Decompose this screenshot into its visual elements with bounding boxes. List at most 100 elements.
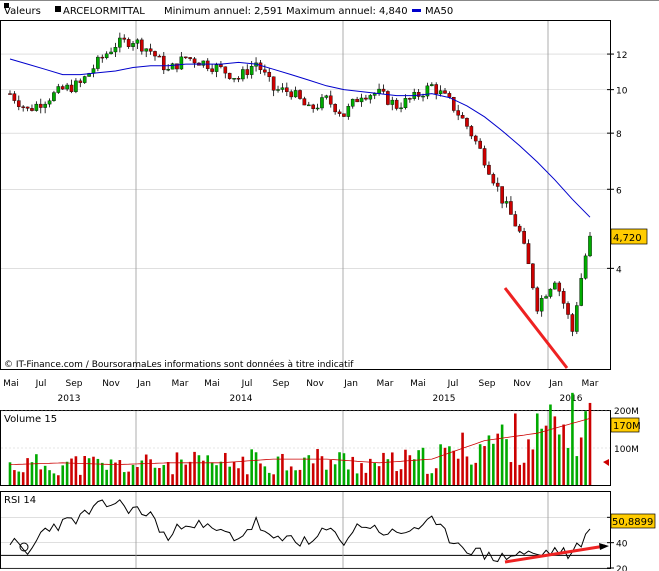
volume-bar [553,416,557,485]
candle-body [390,99,395,105]
candle-body [495,182,500,187]
candle-body [535,287,540,312]
volume-bar [21,472,25,485]
volume-bar [39,469,43,485]
volume-bar [575,456,579,485]
candle-body [346,106,351,117]
volume-bar [30,462,34,485]
volume-bar [166,462,170,485]
volume-bars [8,392,592,485]
volume-bar [241,456,245,485]
candle-body [276,89,280,91]
candle-body [333,104,337,113]
candle-body [451,97,456,111]
volume-bar [571,392,574,485]
candle-body [359,97,364,103]
volume-bar [219,461,223,485]
candle-body [219,64,223,67]
price-candles [8,32,592,337]
volume-bar [118,460,122,485]
candle-body [25,106,30,109]
candle-body [223,66,228,74]
candle-body [315,107,320,110]
candle-body [227,72,232,79]
candle-body [135,39,140,44]
price-tick-label: 4 [616,265,622,275]
candle-body [482,148,487,166]
price-tick-label: 8 [616,130,622,140]
candle-body [170,63,175,70]
candle-body [100,56,105,59]
candle-body [179,56,184,70]
candle-body [504,201,509,204]
volume-bar [74,456,78,485]
month-label: Mai [204,379,220,389]
candle-body [416,92,421,97]
candle-body [425,85,430,97]
candle-body [201,60,206,66]
month-label: Jan [136,379,151,389]
x-axis: Mai Jul Sep Nov Jan Mar Mai Jul Sep Nov Jan Mar Mai J… [3,379,599,404]
month-label: Sep [273,379,290,389]
candle-body [570,314,575,332]
candle-body [548,288,553,297]
candle-body [214,64,219,72]
candle-body [328,95,333,105]
candle-body [561,291,566,304]
month-label: Nov [306,379,324,389]
volume-bar [79,474,82,485]
candle-body [337,111,342,114]
candle-body [491,174,496,184]
volume-bar [518,464,521,485]
volume-bar [267,472,271,485]
volume-bar [566,447,570,485]
volume-title: Volume 15 [4,414,57,425]
candle-body [118,37,122,48]
price-grid [1,21,610,369]
price-tick-label: 12 [616,51,627,61]
volume-bar [70,458,73,485]
volume-bar [35,454,38,485]
volume-bar [325,469,328,485]
volume-average-line [9,418,591,466]
volume-bar [527,439,530,485]
candle-body [166,68,170,71]
volume-bar [492,443,495,485]
volume-bar [307,455,311,485]
volume-bar [544,425,548,485]
volume-bar [355,473,359,485]
volume-bar [588,402,592,485]
volume-tick-200m: 200M [614,407,639,417]
month-label: Mai [410,379,426,389]
ma-legend-label: MA50 [425,6,453,17]
month-label: Sep [66,379,83,389]
candle-body [263,69,267,73]
volume-bar [426,473,429,485]
volume-bar [140,460,144,485]
series-marker [55,6,61,12]
volume-bar [215,465,218,485]
volume-bar [562,424,565,485]
volume-bar [171,474,174,485]
volume-bar [245,474,249,485]
candle-body [289,91,294,98]
candle-body [509,201,513,215]
candle-body [430,84,434,87]
volume-bar [303,457,306,485]
header-stock-name: ARCELORMITTAL [63,6,145,17]
volume-bar [144,454,148,485]
candle-body [478,140,482,149]
candle-body [438,90,443,95]
volume-bar [109,459,113,485]
volume-bar [333,464,337,485]
candle-body [113,47,118,53]
header-prefix: Valeurs [4,6,41,17]
candle-body [249,66,254,75]
volume-bar [250,449,253,485]
volume-bar [193,451,196,485]
rsi-grid [1,492,610,569]
volume-badge-value: 170M [613,421,641,432]
candle-body [38,103,43,108]
month-label: Sep [479,379,496,389]
candle-body [205,60,210,69]
